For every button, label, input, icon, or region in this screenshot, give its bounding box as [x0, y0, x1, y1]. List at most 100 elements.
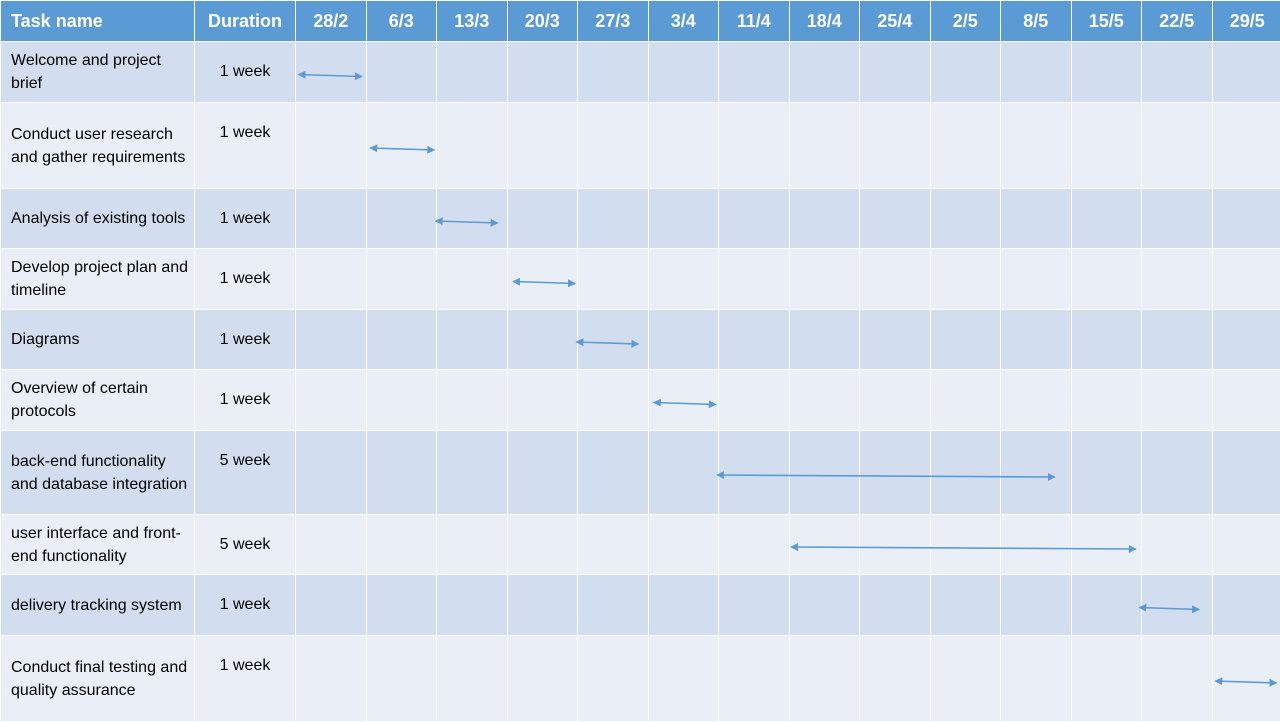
timeline-cell: [1001, 515, 1072, 575]
timeline-cell: [296, 515, 367, 575]
timeline-cell: [578, 189, 649, 249]
timeline-cell: [578, 42, 649, 103]
timeline-cell: [437, 575, 508, 636]
timeline-cell: [1071, 515, 1142, 575]
timeline-cell: [507, 515, 578, 575]
timeline-cell: [1001, 42, 1072, 103]
timeline-cell: [1071, 249, 1142, 310]
timeline-cell: [930, 636, 1001, 722]
task-name: Conduct user research and gather require…: [1, 103, 195, 189]
task-name: Develop project plan and timeline: [1, 249, 195, 310]
task-duration: 5 week: [195, 431, 296, 515]
week-header: 28/2: [296, 1, 367, 42]
timeline-cell: [296, 370, 367, 431]
timeline-cell: [648, 310, 719, 370]
timeline-cell: [1071, 636, 1142, 722]
timeline-cell: [1071, 103, 1142, 189]
timeline-cell: [1001, 370, 1072, 431]
timeline-cell: [789, 515, 860, 575]
timeline-cell: [366, 249, 437, 310]
timeline-cell: [930, 431, 1001, 515]
timeline-cell: [789, 310, 860, 370]
week-header: 29/5: [1212, 1, 1280, 42]
timeline-cell: [507, 42, 578, 103]
timeline-cell: [507, 636, 578, 722]
week-header: 6/3: [366, 1, 437, 42]
timeline-cell: [507, 310, 578, 370]
timeline-cell: [366, 189, 437, 249]
timeline-cell: [719, 636, 790, 722]
timeline-cell: [860, 249, 931, 310]
timeline-cell: [860, 42, 931, 103]
task-duration: 1 week: [195, 189, 296, 249]
week-header: 20/3: [507, 1, 578, 42]
timeline-cell: [507, 575, 578, 636]
timeline-cell: [437, 189, 508, 249]
timeline-cell: [648, 189, 719, 249]
timeline-cell: [789, 431, 860, 515]
timeline-cell: [1212, 42, 1280, 103]
timeline-cell: [437, 636, 508, 722]
week-header: 15/5: [1071, 1, 1142, 42]
timeline-cell: [1212, 249, 1280, 310]
timeline-cell: [789, 189, 860, 249]
timeline-cell: [507, 249, 578, 310]
timeline-cell: [437, 515, 508, 575]
timeline-cell: [1212, 515, 1280, 575]
timeline-cell: [366, 103, 437, 189]
task-row: Conduct user research and gather require…: [1, 103, 1280, 189]
timeline-cell: [930, 42, 1001, 103]
timeline-cell: [1001, 310, 1072, 370]
timeline-cell: [366, 575, 437, 636]
timeline-cell: [860, 515, 931, 575]
timeline-cell: [1142, 515, 1213, 575]
week-header: 11/4: [719, 1, 790, 42]
duration-header: Duration: [195, 1, 296, 42]
timeline-cell: [507, 370, 578, 431]
timeline-cell: [578, 370, 649, 431]
task-duration: 1 week: [195, 636, 296, 722]
timeline-cell: [1142, 370, 1213, 431]
timeline-cell: [930, 370, 1001, 431]
week-header: 25/4: [860, 1, 931, 42]
timeline-cell: [437, 370, 508, 431]
timeline-cell: [1212, 636, 1280, 722]
timeline-cell: [296, 103, 367, 189]
timeline-cell: [648, 370, 719, 431]
timeline-cell: [437, 431, 508, 515]
week-header: 22/5: [1142, 1, 1213, 42]
task-duration: 1 week: [195, 310, 296, 370]
timeline-cell: [296, 431, 367, 515]
timeline-cell: [507, 103, 578, 189]
timeline-cell: [860, 370, 931, 431]
task-name: Diagrams: [1, 310, 195, 370]
timeline-cell: [1001, 249, 1072, 310]
timeline-cell: [366, 431, 437, 515]
timeline-cell: [789, 575, 860, 636]
timeline-cell: [578, 310, 649, 370]
timeline-cell: [1001, 636, 1072, 722]
timeline-cell: [578, 249, 649, 310]
timeline-cell: [930, 249, 1001, 310]
task-duration: 1 week: [195, 370, 296, 431]
task-duration: 5 week: [195, 515, 296, 575]
timeline-cell: [507, 431, 578, 515]
timeline-cell: [366, 515, 437, 575]
timeline-cell: [789, 249, 860, 310]
timeline-cell: [296, 310, 367, 370]
week-header: 13/3: [437, 1, 508, 42]
timeline-cell: [719, 310, 790, 370]
timeline-cell: [1142, 575, 1213, 636]
timeline-cell: [1142, 103, 1213, 189]
task-name: Analysis of existing tools: [1, 189, 195, 249]
timeline-cell: [1001, 575, 1072, 636]
timeline-cell: [860, 189, 931, 249]
timeline-cell: [719, 370, 790, 431]
timeline-cell: [719, 575, 790, 636]
